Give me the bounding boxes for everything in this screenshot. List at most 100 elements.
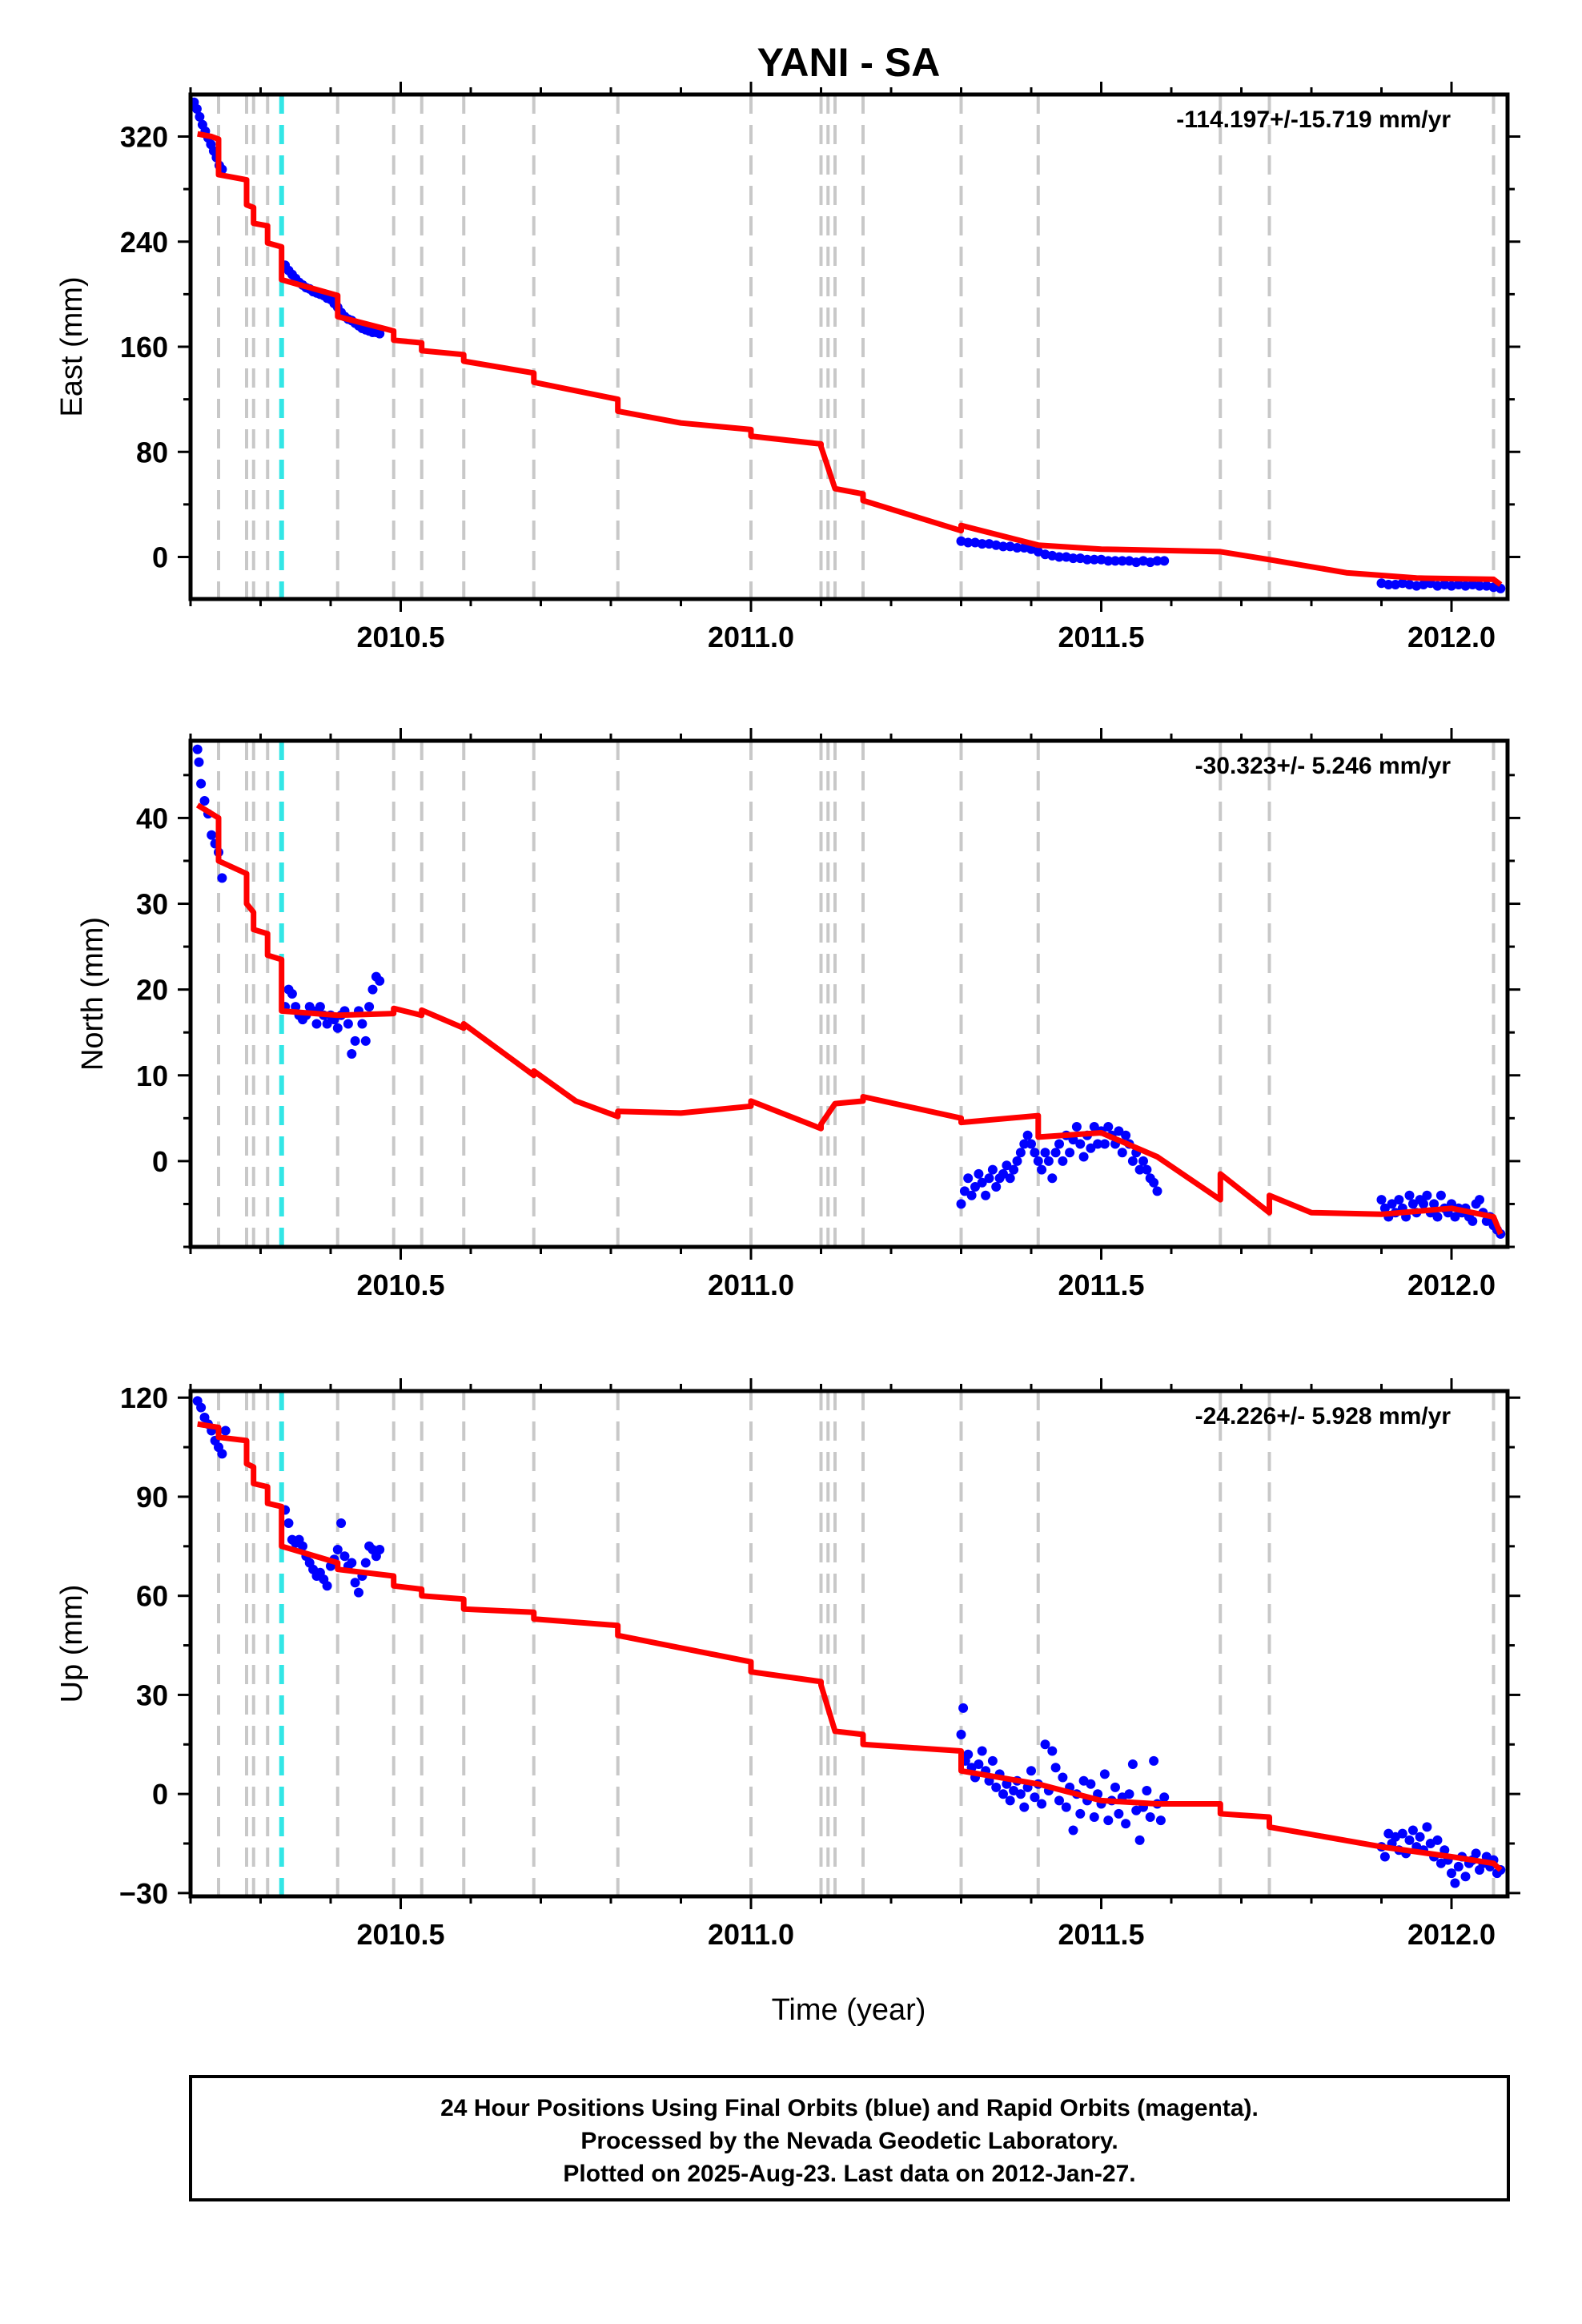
north-data-point-94	[1376, 1195, 1387, 1205]
east-data-point-83	[1475, 581, 1484, 591]
north-data-point-110	[1432, 1212, 1443, 1222]
north-data-point-55	[1019, 1139, 1030, 1149]
up-data-point-117	[1447, 1868, 1456, 1879]
up-data-point-66	[1054, 1795, 1064, 1806]
up-xtick-label-1: 2011.0	[708, 1918, 794, 1951]
up-data-point-115	[1439, 1845, 1450, 1856]
north-data-point-60	[1037, 1164, 1047, 1175]
up-data-point-75	[1086, 1779, 1096, 1789]
x-axis-label: Time (year)	[772, 1993, 926, 2027]
up-ytick-label-2: 30	[136, 1679, 168, 1711]
up-data-point-98	[1379, 1852, 1390, 1862]
north-y-axis-label: North (mm)	[76, 917, 110, 1071]
up-data-point-65	[1050, 1763, 1061, 1773]
north-data-point-84	[1121, 1130, 1131, 1140]
north-data-point-58	[1030, 1148, 1040, 1158]
east-data-point-58	[1089, 554, 1099, 565]
up-data-point-121	[1460, 1872, 1471, 1882]
up-data-point-91	[1142, 1786, 1152, 1795]
up-data-point-24	[332, 1545, 343, 1554]
footer-line-1: 24 Hour Positions Using Final Orbits (bl…	[440, 2095, 1259, 2121]
east-data-point-67	[1152, 556, 1162, 566]
north-data-point-19	[315, 1002, 325, 1012]
up-ytick-label-4: 90	[136, 1481, 168, 1514]
east-data-point-53	[1054, 552, 1064, 562]
north-data-point-83	[1117, 1148, 1127, 1158]
up-xtick-label-0: 2010.5	[356, 1918, 444, 1951]
up-data-point-59	[1030, 1792, 1040, 1803]
east-plot-area	[191, 94, 1508, 599]
east-data-point-62	[1117, 556, 1127, 566]
north-ytick-label-4: 40	[136, 802, 168, 834]
north-data-point-92	[1149, 1177, 1159, 1188]
north-data-point-3	[199, 796, 210, 806]
north-data-point-31	[357, 1019, 367, 1029]
north-ytick-label-2: 20	[136, 974, 168, 1007]
up-data-point-64	[1047, 1746, 1058, 1756]
east-data-point-61	[1110, 556, 1120, 566]
up-data-point-40	[963, 1749, 974, 1759]
east-xtick-label-1: 2011.0	[708, 621, 794, 653]
north-data-point-52	[1009, 1164, 1019, 1175]
north-data-point-11	[287, 989, 297, 999]
footer-line-2: Processed by the Nevada Geodetic Laborat…	[580, 2128, 1118, 2154]
up-data-point-92	[1145, 1812, 1155, 1822]
north-data-point-76	[1093, 1139, 1103, 1149]
north-data-point-29	[350, 1035, 360, 1046]
up-data-point-10	[283, 1518, 294, 1528]
up-data-point-48	[991, 1782, 1002, 1792]
up-data-point-93	[1149, 1755, 1159, 1766]
up-data-point-119	[1453, 1861, 1464, 1872]
east-data-point-47	[1012, 543, 1022, 553]
north-data-point-5	[207, 830, 217, 840]
north-data-point-46	[987, 1164, 998, 1175]
east-data-point-40	[963, 537, 974, 548]
north-data-point-40	[966, 1190, 977, 1200]
east-ytick-label-2: 160	[120, 331, 168, 364]
up-ytick-label-1: 0	[152, 1778, 168, 1811]
north-data-point-115	[1450, 1212, 1460, 1222]
up-data-point-26	[339, 1551, 350, 1562]
north-data-point-56	[1022, 1130, 1033, 1140]
north-data-point-111	[1435, 1190, 1446, 1200]
up-data-point-7	[217, 1449, 227, 1459]
up-ytick-label-3: 60	[136, 1580, 168, 1613]
north-data-point-44	[981, 1190, 991, 1200]
north-data-point-95	[1379, 1203, 1390, 1213]
east-data-point-60	[1103, 556, 1114, 566]
north-ytick-label-0: 0	[152, 1145, 168, 1178]
up-data-point-67	[1058, 1772, 1068, 1783]
up-data-point-44	[977, 1746, 987, 1756]
up-data-point-38	[958, 1703, 969, 1713]
up-plot-frame	[188, 1389, 1510, 1899]
north-data-point-27	[343, 1019, 353, 1029]
chart-title: YANI - SA	[757, 40, 941, 85]
up-data-point-110	[1422, 1822, 1432, 1832]
north-data-point-24	[332, 1023, 343, 1033]
up-data-point-28	[347, 1558, 357, 1568]
north-data-point-79	[1103, 1122, 1114, 1132]
north-xtick-label-0: 2010.5	[356, 1269, 444, 1301]
up-data-point-105	[1404, 1835, 1415, 1845]
north-data-point-2	[196, 778, 207, 789]
east-panel: 0 80 160 240 320 2010.5 2011.0 2011.5 2012.0 East…	[55, 82, 1520, 653]
north-data-point-54	[1015, 1148, 1026, 1158]
north-xtick-label-3: 2012.0	[1407, 1269, 1496, 1301]
up-data-point-87	[1127, 1759, 1138, 1769]
east-data-point-1	[191, 104, 202, 114]
north-data-point-74	[1086, 1143, 1096, 1153]
east-data-point-42	[977, 539, 987, 549]
up-data-point-70	[1068, 1825, 1078, 1835]
up-rate-label: -24.226+/- 5.928 mm/yr	[1195, 1403, 1452, 1429]
up-data-point-56	[1019, 1802, 1030, 1812]
up-data-point-55	[1015, 1789, 1026, 1799]
up-xtick-label-2: 2011.5	[1058, 1918, 1144, 1951]
north-data-point-37	[956, 1199, 966, 1209]
up-data-point-85	[1121, 1819, 1131, 1829]
north-data-point-62	[1043, 1156, 1054, 1166]
north-data-point-63	[1047, 1173, 1058, 1184]
east-data-point-38	[375, 328, 385, 339]
east-data-point-57	[1082, 554, 1092, 565]
up-data-point-8	[220, 1425, 231, 1436]
up-ytick-label-5: 120	[120, 1381, 168, 1414]
